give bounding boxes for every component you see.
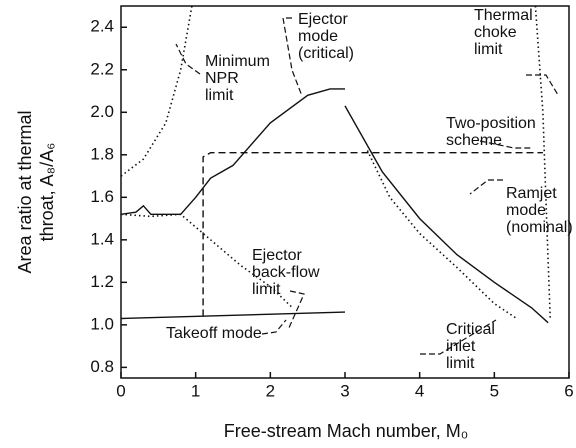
leader-line bbox=[479, 140, 532, 149]
series-annotation: Minimum bbox=[205, 53, 270, 70]
series-line bbox=[366, 150, 518, 320]
series-annotation: Critical bbox=[446, 321, 495, 338]
x-tick-label: 4 bbox=[415, 381, 424, 400]
y-tick-label: 2.2 bbox=[90, 59, 114, 78]
series-annotation: Thermal bbox=[474, 7, 533, 24]
series-line bbox=[344, 105, 549, 324]
series-annotation: Ejector bbox=[252, 247, 302, 264]
y-tick-label: 1.8 bbox=[90, 144, 114, 163]
series-annotation: limit bbox=[474, 41, 503, 58]
series-annotation: inlet bbox=[446, 338, 476, 355]
series-annotation: back-flow bbox=[252, 264, 320, 281]
series-annotation: Ramjet bbox=[506, 185, 557, 202]
series-annotation: limit bbox=[205, 87, 234, 104]
series-annotation: Takeoff mode bbox=[166, 325, 262, 342]
series-annotation: limit bbox=[252, 281, 281, 298]
x-tick-label: 3 bbox=[340, 381, 349, 400]
y-tick-label: 0.8 bbox=[90, 357, 114, 376]
series-annotation: choke bbox=[474, 24, 517, 41]
series-annotation: (critical) bbox=[298, 45, 354, 62]
leader-line bbox=[526, 74, 559, 96]
y-tick-label: 2.0 bbox=[90, 102, 114, 121]
leader-line bbox=[420, 319, 497, 355]
series-annotation: Two-position bbox=[446, 115, 536, 132]
series-line bbox=[120, 213, 294, 309]
leader-line bbox=[469, 179, 503, 195]
series-annotation: mode bbox=[506, 202, 546, 219]
series-annotation: NPR bbox=[205, 70, 239, 87]
x-axis-label: Free-stream Mach number, M₀ bbox=[224, 421, 469, 441]
series-line bbox=[202, 152, 543, 317]
y-tick-label: 1.2 bbox=[90, 272, 114, 291]
leader-line bbox=[261, 319, 287, 335]
y-axis-label: throat, A₈/A₆ bbox=[37, 143, 57, 242]
series-line bbox=[120, 311, 346, 320]
leader-line bbox=[282, 17, 303, 97]
series-annotation: scheme bbox=[446, 132, 502, 149]
series-line bbox=[120, 5, 193, 177]
series-annotation: (nominal) bbox=[506, 219, 573, 236]
leader-line bbox=[175, 43, 201, 75]
series-annotation: limit bbox=[446, 355, 475, 372]
y-tick-label: 1.4 bbox=[90, 229, 114, 248]
series-line bbox=[534, 5, 552, 321]
series-annotation: mode bbox=[298, 28, 338, 45]
series-line bbox=[120, 88, 345, 215]
y-tick-label: 2.4 bbox=[90, 17, 114, 36]
leader-line bbox=[287, 290, 305, 331]
x-tick-label: 2 bbox=[266, 381, 275, 400]
series-annotation: Ejector bbox=[298, 11, 348, 28]
x-tick-label: 0 bbox=[116, 381, 125, 400]
y-tick-label: 1.6 bbox=[90, 187, 114, 206]
y-axis-label: Area ratio at thermal bbox=[15, 110, 35, 273]
x-tick-label: 6 bbox=[564, 381, 573, 400]
y-tick-label: 1.0 bbox=[90, 314, 114, 333]
x-tick-label: 1 bbox=[191, 381, 200, 400]
x-tick-label: 5 bbox=[490, 381, 499, 400]
